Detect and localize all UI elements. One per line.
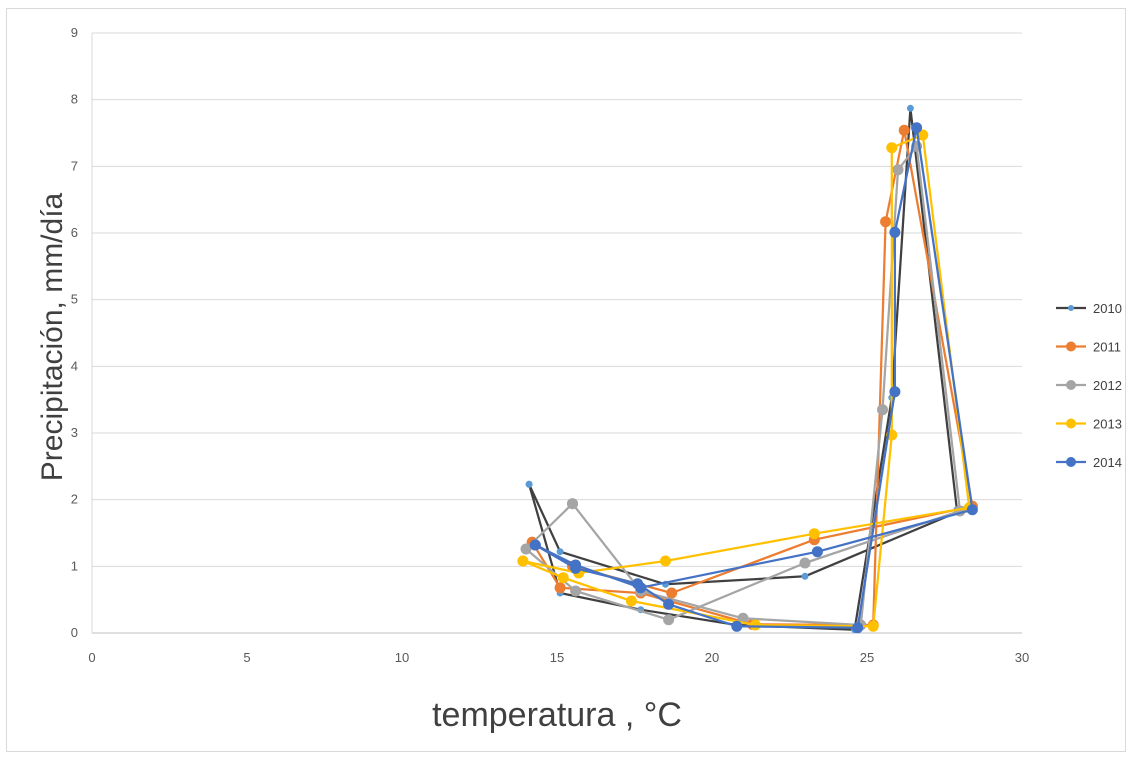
- series-2012: [520, 140, 966, 631]
- data-point: [554, 582, 566, 594]
- legend-label: 2013: [1093, 417, 1122, 432]
- legend-marker: [1066, 457, 1076, 467]
- data-point: [880, 216, 892, 228]
- series-line: [531, 129, 974, 627]
- data-point: [520, 543, 532, 555]
- chart-area: [6, 8, 1126, 752]
- legend-label: 2010: [1093, 301, 1122, 316]
- data-point: [889, 226, 901, 238]
- data-point: [660, 555, 671, 567]
- x-tick-label: 25: [860, 650, 874, 665]
- legend-item-2013: 2013: [1056, 417, 1122, 432]
- data-point: [570, 585, 582, 597]
- y-tick-label: 8: [71, 92, 78, 107]
- legend-marker: [1066, 418, 1076, 429]
- legend-marker: [1068, 305, 1074, 311]
- y-tick-label: 4: [71, 358, 78, 373]
- data-point: [567, 498, 578, 510]
- data-point: [799, 557, 811, 569]
- data-point: [529, 539, 541, 551]
- legend-label: 2014: [1093, 455, 1122, 470]
- data-point: [906, 104, 914, 112]
- series-2013: [517, 129, 975, 632]
- data-point: [892, 164, 904, 176]
- series-2010: [525, 104, 967, 634]
- data-point: [635, 582, 647, 594]
- series-2011: [526, 124, 978, 631]
- x-tick-label: 20: [705, 650, 719, 665]
- data-point: [666, 587, 678, 599]
- data-point: [886, 142, 898, 154]
- data-point: [525, 480, 533, 488]
- data-point: [852, 622, 864, 634]
- series-layer: [517, 104, 978, 634]
- legend-marker: [1066, 341, 1076, 352]
- data-point: [808, 528, 820, 540]
- data-point: [911, 122, 923, 134]
- x-axis-title: temperatura , °C: [432, 696, 682, 734]
- data-point: [557, 572, 569, 584]
- data-point: [731, 620, 743, 632]
- data-point: [663, 598, 675, 610]
- series-line: [522, 133, 971, 628]
- x-tick-label: 0: [88, 650, 95, 665]
- data-point: [556, 548, 564, 556]
- x-tick-label: 15: [550, 650, 564, 665]
- x-axis: 0 5 10 15 20 25 30: [88, 650, 1029, 665]
- x-tick-label: 30: [1015, 650, 1029, 665]
- data-point: [889, 386, 901, 398]
- data-point: [625, 595, 637, 607]
- data-point: [663, 614, 675, 626]
- legend-item-2014: 2014: [1056, 455, 1122, 470]
- y-tick-label: 3: [71, 425, 78, 440]
- y-tick-label: 2: [71, 492, 78, 507]
- gridlines: [91, 32, 1022, 634]
- legend-item-2012: 2012: [1056, 378, 1122, 393]
- y-tick-label: 6: [71, 225, 78, 240]
- y-tick-label: 5: [71, 292, 78, 307]
- y-tick-label: 0: [71, 625, 78, 640]
- legend-label: 2011: [1093, 340, 1121, 355]
- y-axis: 0 1 2 3 4 5 6 7 8 9: [71, 25, 78, 640]
- data-point: [867, 620, 879, 632]
- data-point: [570, 559, 582, 571]
- legend-item-2011: 2011: [1056, 340, 1121, 355]
- legend-marker: [1066, 380, 1076, 390]
- data-point: [811, 546, 823, 558]
- data-point: [877, 404, 888, 416]
- x-tick-label: 5: [243, 650, 250, 665]
- data-point: [966, 504, 978, 516]
- y-axis-title: Precipitación, mm/día: [36, 192, 69, 481]
- data-point: [898, 124, 910, 136]
- y-tick-label: 1: [71, 558, 78, 573]
- legend-item-2010: 2010: [1056, 301, 1122, 316]
- data-point: [749, 619, 761, 631]
- y-tick-label: 9: [71, 25, 78, 40]
- data-point: [801, 572, 809, 580]
- y-tick-label: 7: [71, 158, 78, 173]
- data-point: [517, 555, 529, 567]
- series-line: [534, 126, 974, 629]
- x-tick-label: 10: [395, 650, 409, 665]
- legend: 2010 2011 2012 2013 2014: [1056, 301, 1122, 470]
- legend-label: 2012: [1093, 378, 1122, 393]
- series-2014: [529, 122, 978, 634]
